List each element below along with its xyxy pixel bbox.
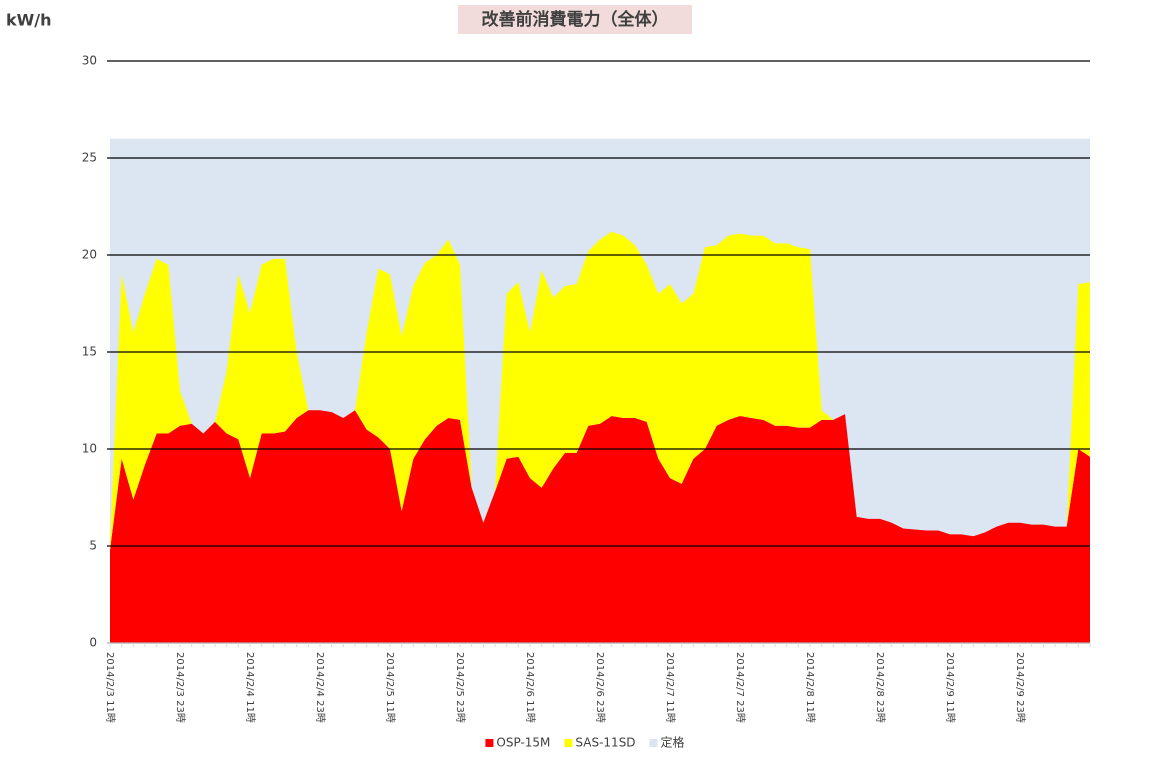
x-tick-label: 2014/2/7 11時 — [664, 652, 676, 723]
grid — [107, 60, 1091, 647]
x-tick-label: 2014/2/7 23時 — [734, 652, 746, 723]
x-tick-label: 2014/2/8 23時 — [874, 652, 886, 723]
area-0 — [110, 410, 1090, 643]
x-tick-label: 2014/2/9 11時 — [944, 652, 956, 723]
legend-label: SAS-11SD — [575, 736, 635, 750]
legend-label: 定格 — [661, 735, 685, 750]
labels: 0 5 10 15 20 25 30 2014/2/3 11時 2014/2/3 23時 2014… — [82, 54, 1026, 723]
x-tick-label: 2014/2/4 11時 — [244, 652, 256, 723]
plot-areas — [110, 138, 1090, 643]
title-box — [458, 5, 692, 34]
legend-swatch — [649, 739, 658, 747]
x-tick-label: 2014/2/5 11時 — [384, 652, 396, 723]
x-tick-label: 2014/2/3 23時 — [174, 652, 186, 723]
y-tick-label: 5 — [89, 539, 97, 553]
legend: OSP-15M SAS-11SD 定格 — [485, 735, 685, 750]
y-axis-label: kW/h — [6, 11, 52, 30]
area-1 — [110, 231, 1090, 550]
y-tick-label: 30 — [82, 54, 97, 68]
legend-swatch — [564, 739, 573, 747]
legend-item: OSP-15M — [485, 736, 550, 750]
y-tick-label: 20 — [82, 248, 97, 262]
x-tick-label: 2014/2/6 23時 — [594, 652, 606, 723]
x-tick-label: 2014/2/6 11時 — [524, 652, 536, 723]
x-tick-label: 2014/2/9 23時 — [1014, 652, 1026, 723]
legend-swatch — [485, 739, 494, 747]
y-tick-label: 25 — [82, 151, 97, 165]
chart-title: 改善前消費電力（全体） — [482, 9, 669, 30]
legend-item: 定格 — [649, 735, 685, 750]
x-tick-label: 2014/2/3 11時 — [104, 652, 116, 723]
x-tick-label: 2014/2/8 11時 — [804, 652, 816, 723]
legend-label: OSP-15M — [496, 736, 550, 750]
x-tick-label: 2014/2/4 23時 — [314, 652, 326, 723]
y-tick-label: 10 — [82, 442, 97, 456]
legend-item: SAS-11SD — [564, 736, 636, 750]
x-tick-label: 2014/2/5 23時 — [454, 652, 466, 723]
y-tick-label: 15 — [82, 345, 97, 359]
y-tick-label: 0 — [89, 636, 97, 650]
